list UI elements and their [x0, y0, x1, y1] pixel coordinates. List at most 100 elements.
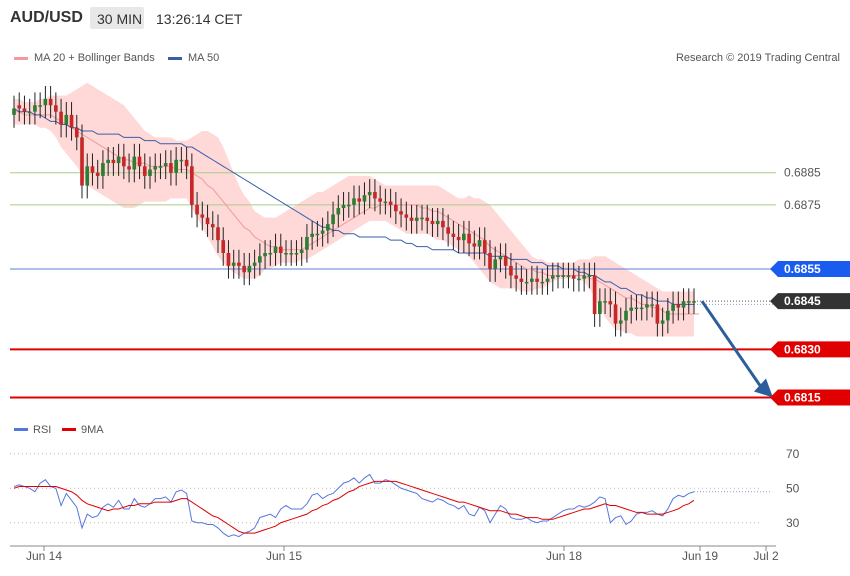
candle	[550, 262, 555, 292]
time-tick-label: Jun 15	[266, 549, 302, 563]
candle	[74, 114, 79, 151]
candle-body	[132, 156, 137, 170]
candle-body	[252, 262, 257, 266]
candle	[294, 240, 299, 266]
candle	[681, 288, 686, 321]
candle-body	[571, 275, 576, 279]
candle-body	[95, 172, 100, 176]
candle-body	[441, 220, 445, 228]
candle	[524, 269, 529, 295]
rsi-swatch	[14, 428, 28, 431]
time-tick-label: Jun 19	[682, 549, 718, 563]
candle	[221, 227, 226, 266]
candle-body	[561, 275, 566, 277]
candle-body	[106, 159, 110, 164]
candle	[184, 147, 189, 180]
price-levels-layer: 0.6885 0.6875	[10, 166, 821, 399]
candle-body	[242, 265, 246, 273]
candle	[498, 243, 503, 273]
time-tick-label: Jul 2	[753, 549, 779, 563]
candle-body	[540, 281, 545, 284]
chart-header: AUD/USD 30 MIN 13:26:14 CET	[0, 0, 850, 36]
candle	[69, 102, 74, 141]
candle	[106, 147, 110, 176]
candle	[310, 220, 314, 250]
candle-body	[388, 201, 393, 205]
candle	[503, 243, 508, 279]
timeframe-label[interactable]: 30 MIN	[97, 11, 143, 27]
candle	[17, 92, 22, 122]
candle	[90, 153, 95, 186]
timeframe-selector[interactable]	[90, 7, 144, 29]
candle	[645, 291, 649, 321]
candle-body	[22, 108, 27, 112]
candle	[666, 297, 670, 334]
candle-body	[336, 208, 341, 215]
candle-body	[493, 259, 498, 270]
candle-body	[116, 156, 121, 164]
candle-body	[284, 253, 288, 255]
candle-body	[399, 211, 403, 215]
research-credit: Research © 2019 Trading Central	[675, 52, 840, 64]
candle-body	[650, 304, 654, 306]
candle-body	[435, 220, 440, 225]
candle	[362, 182, 367, 215]
rsi-tick-label: 70	[786, 447, 800, 461]
candle	[195, 191, 199, 228]
candle-body	[394, 204, 398, 212]
candle	[137, 143, 142, 180]
candle	[509, 253, 513, 289]
candle	[660, 307, 665, 337]
candle-body	[645, 304, 649, 308]
candle	[420, 204, 424, 231]
candle	[148, 156, 152, 189]
candle-body	[90, 166, 95, 173]
candle	[247, 253, 252, 286]
candle-body	[629, 307, 634, 311]
candle-body	[462, 233, 466, 241]
candle	[22, 95, 27, 125]
candle	[95, 159, 100, 189]
candle-body	[200, 214, 205, 218]
candle-body	[446, 227, 450, 234]
candle-body	[467, 233, 471, 244]
candle	[545, 265, 550, 295]
candle	[692, 288, 696, 315]
rsi-legend: RSI 9MA	[0, 422, 300, 438]
candle-body	[362, 195, 367, 202]
candle-body	[278, 246, 283, 253]
price-badge-label: 0.6830	[784, 342, 821, 356]
candle-body	[101, 163, 105, 176]
price-legend: MA 20 + Bollinger Bands MA 50	[0, 50, 850, 66]
candle	[289, 240, 294, 266]
candle-body	[111, 159, 116, 164]
forecast-arrow-layer	[700, 300, 773, 398]
candle-body	[634, 307, 639, 310]
candle-body	[80, 137, 84, 186]
candle-body	[237, 262, 241, 266]
candle	[671, 291, 675, 324]
price-badge	[770, 389, 850, 406]
candle	[613, 291, 618, 337]
forecast-arrow-shaft	[700, 300, 762, 387]
candle	[378, 185, 382, 215]
candle	[603, 288, 607, 315]
rsi-layer: 30 50 70	[10, 447, 800, 538]
candle-body	[352, 198, 356, 205]
candle	[116, 143, 121, 176]
candle	[320, 217, 325, 247]
candle	[315, 220, 320, 247]
price-badge	[770, 261, 850, 278]
candle-body	[74, 127, 79, 138]
candle	[446, 214, 450, 247]
candle	[582, 262, 586, 292]
candle-body	[624, 310, 628, 321]
candle-body	[367, 191, 372, 196]
candle-body	[456, 236, 461, 241]
candle	[587, 262, 592, 289]
candle-body	[174, 159, 178, 173]
candle-body	[598, 301, 602, 315]
candle	[409, 204, 414, 234]
candle-body	[305, 236, 309, 250]
candle-body	[482, 240, 487, 253]
